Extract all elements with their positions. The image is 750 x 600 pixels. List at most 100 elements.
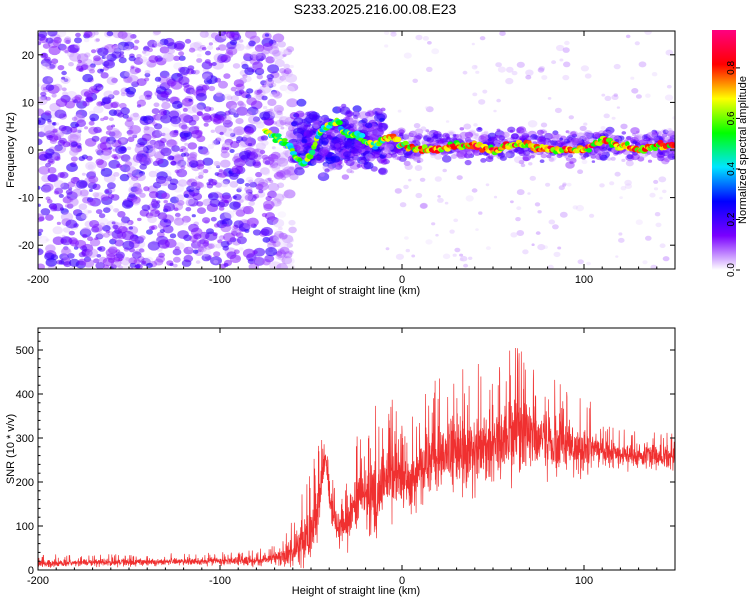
spectrogram-blob — [189, 151, 198, 158]
spectrogram-blob — [206, 228, 214, 235]
spectrogram-blob — [583, 133, 591, 139]
spectrogram-blob — [477, 127, 482, 131]
spectrogram-blob — [274, 230, 284, 239]
spectrogram-blob — [556, 153, 563, 159]
spectrogram-blob — [128, 55, 136, 62]
spectrogram-blob — [130, 196, 141, 204]
spectrogram-blob — [404, 163, 413, 170]
spectrogram-blob — [75, 239, 87, 249]
spectrogram-blob — [52, 83, 63, 92]
spectrogram-blob — [565, 130, 570, 134]
spectrogram-blob — [185, 197, 195, 205]
spectrogram-blob — [262, 236, 271, 243]
spectrogram-blob — [567, 153, 572, 157]
spectrogram-blob — [150, 209, 161, 218]
spectrogram-blob — [159, 70, 170, 79]
spectrogram-blob — [207, 243, 215, 249]
spectrogram-blob — [539, 159, 545, 163]
spectrogram-blob — [142, 50, 147, 54]
spectrogram-blob — [279, 119, 287, 126]
spectrogram-blob — [159, 213, 166, 218]
spectrogram-blob — [276, 110, 283, 116]
spectrogram-blob — [159, 127, 171, 136]
spectrogram-blob — [74, 43, 81, 49]
spectrogram-blob — [127, 157, 139, 167]
spectrogram-blob — [121, 32, 134, 42]
spectrogram-y-tick-label: 20 — [22, 50, 34, 62]
spectrogram-blob — [634, 41, 640, 46]
spectrogram-blob — [272, 33, 285, 43]
spectrogram-blob — [97, 232, 105, 239]
spectrogram-blob — [475, 228, 479, 231]
spectrogram-blob — [271, 162, 281, 170]
spectrogram-blob — [516, 61, 525, 68]
spectrogram-blob — [103, 264, 110, 269]
spectrogram-blob — [529, 175, 536, 181]
spectrogram-blob — [173, 129, 179, 134]
spectrogram-blob — [183, 152, 190, 157]
spectrogram-blob — [166, 260, 174, 266]
spectrogram-blob — [248, 40, 256, 47]
spectrogram-blob — [135, 190, 141, 196]
spectrogram-blob — [38, 166, 50, 175]
spectrogram-blob — [223, 232, 236, 242]
spectrogram-blob — [247, 106, 259, 116]
spectrogram-blob — [47, 174, 58, 182]
spectrogram-blob — [81, 227, 92, 236]
spectrogram-blob — [562, 183, 567, 187]
spectrogram-blob — [38, 33, 46, 41]
spectrogram-blob — [572, 205, 578, 210]
spectrogram-blob — [553, 251, 561, 258]
spectrogram-blob — [127, 125, 133, 130]
spectrogram-blob — [647, 131, 658, 139]
spectrogram-blob — [277, 255, 284, 261]
spectrogram-blob — [586, 261, 591, 266]
spectrogram-blob — [142, 145, 154, 154]
spectrogram-blob — [141, 156, 153, 165]
spectrogram-blob — [108, 246, 118, 254]
spectrogram-blob — [213, 251, 221, 257]
spectrogram-blob — [88, 121, 95, 126]
spectrogram-blob — [60, 236, 73, 246]
spectrogram-blob — [138, 94, 148, 102]
spectrogram-blob — [541, 75, 548, 80]
spectrogram-blob — [220, 180, 229, 188]
spectrogram-blob — [202, 169, 209, 174]
spectrogram-blob — [343, 151, 351, 158]
spectrogram-blob — [42, 43, 51, 49]
spectrogram-blob — [551, 60, 557, 65]
spectrogram-blob — [384, 44, 389, 48]
spectrogram-blob — [231, 165, 243, 175]
spectrogram-blob — [38, 41, 42, 46]
snr-y-tick-label: 400 — [16, 389, 34, 401]
spectrogram-blob — [232, 195, 237, 199]
spectrogram-blob — [40, 184, 52, 193]
spectrogram-blob — [237, 186, 243, 191]
spectrogram-blob — [230, 86, 237, 92]
spectrogram-blob — [230, 132, 236, 137]
spectrogram-blob — [442, 253, 451, 260]
spectrogram-blob — [61, 70, 67, 76]
spectrogram-blob — [106, 253, 116, 260]
spectrogram-blob — [179, 149, 184, 152]
spectrogram-blob — [599, 183, 605, 188]
spectrogram-blob — [81, 249, 90, 256]
spectrogram-blob — [98, 222, 106, 228]
spectrogram-ridge-mark — [312, 141, 318, 147]
spectrogram-blob — [188, 223, 199, 233]
spectrogram-blob — [285, 73, 298, 83]
spectrogram-blob — [116, 163, 122, 168]
spectrogram-blob — [244, 186, 253, 193]
spectrogram-blob — [625, 160, 634, 167]
spectrogram-blob — [522, 249, 529, 255]
spectrogram-blob — [611, 116, 616, 120]
spectrogram-blob — [151, 134, 157, 139]
spectrogram-blob — [214, 33, 227, 43]
spectrogram-blob — [54, 109, 67, 119]
spectrogram-blob — [562, 74, 570, 81]
spectrogram-blob — [378, 121, 383, 125]
spectrogram-blob — [474, 133, 479, 137]
spectrogram-blob — [55, 98, 68, 107]
spectrogram-blob — [525, 69, 534, 76]
spectrogram-blob — [415, 192, 423, 199]
